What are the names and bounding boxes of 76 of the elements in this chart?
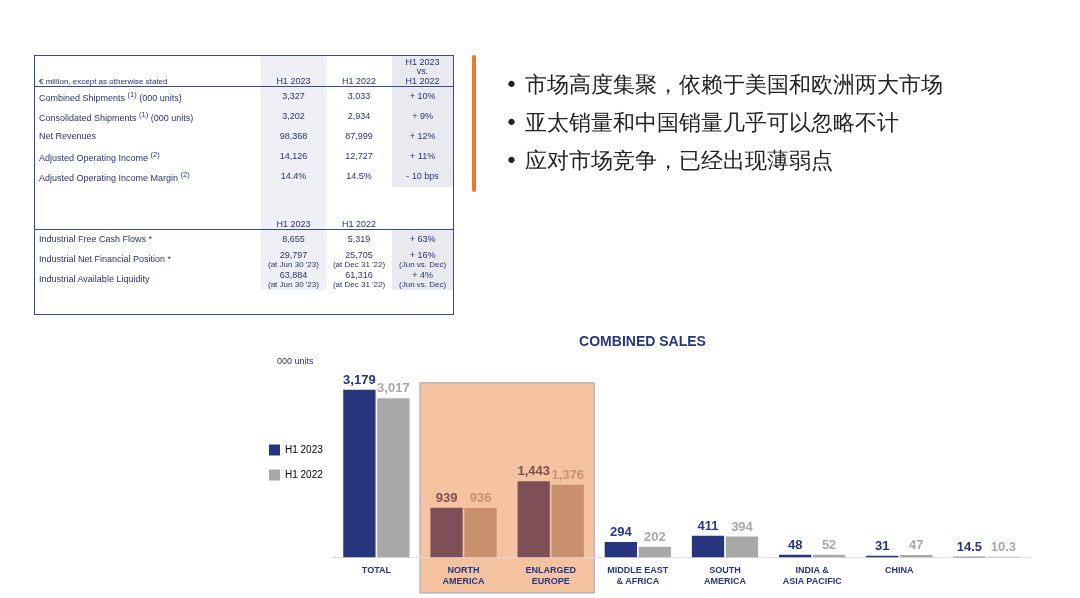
x-tick-label: MIDDLE EAST & AFRICA [607,565,669,587]
chart-title: COMBINED SALES [579,333,706,350]
text: 14.5% [345,170,373,184]
text: 87,999 [344,130,374,144]
data-label: 1,443 [517,463,550,479]
data-label: 47 [909,537,924,552]
data-label: 394 [731,518,754,534]
text: H1 2023 vs. H1 2022 [392,56,453,87]
text: • 应对市场竞争，已经出现薄弱点 [505,147,834,175]
text: Combined Shipments $^{(1)}$ (000 units) [38,88,183,105]
x-tick-label: ENLARGED EUROPE [525,565,577,587]
text: 61,316 (at Dec 31 '22) [331,269,387,290]
legend-label: H1 2023 [285,443,324,455]
bar [725,536,759,558]
text: Industrial Available Liquidity [38,273,151,287]
data-label: 411 [697,517,719,533]
x-tick-label: TOTAL [361,565,392,576]
data-label: 14.5 [956,538,983,554]
text: + 9% [392,107,453,127]
bar [604,541,637,558]
text: • 亚太销量和中国销量几乎可以忽略不计 [505,109,900,137]
text: H1 2023 [261,187,326,230]
text: Adjusted Operating Income Margin $^{(2)}$ [38,168,191,185]
data-label: 31 [875,537,890,553]
bar [464,508,497,558]
text: Adjusted Operating Income $^{(2)}$ [38,148,161,165]
bar [377,398,410,558]
text: 25,705 (at Dec 31 '22) [331,249,387,270]
text: 63,884 (at Jun 30 '23) [261,269,326,290]
data-label: 48 [787,536,803,552]
data-label: 202 [643,528,666,544]
text: 3,327 [261,86,326,107]
text: H1 2022 [325,56,393,87]
text: € million, except as otherwise stated [35,56,261,87]
text: Industrial Net Financial Position * [38,253,173,267]
text: Industrial Free Cash Flows * [38,233,154,247]
text: 14,126 [261,147,326,167]
bar [517,481,550,558]
text: H1 2022 [325,187,393,230]
x-tick-label: SOUTH AMERICA [703,565,747,587]
x-tick-label: NORTH AMERICA [442,565,486,587]
bar [430,507,463,558]
data-label: 939 [435,489,458,505]
legend-label: H1 2022 [285,468,324,480]
text: 5,319 [346,233,372,247]
text: 3,202 [261,107,326,127]
text: H1 2023 [261,56,326,87]
text: • 市场高度集聚，依赖于美国和欧洲两大市场 [505,71,943,99]
data-label: 3,017 [377,380,410,396]
x-tick-label: CHINA [885,565,915,576]
text: + 12% [392,127,453,147]
data-label: 294 [609,523,633,539]
text: + 11% [392,147,453,167]
text: 000 units [277,355,315,366]
text: 14.4% [261,167,326,187]
text: 8,655 [261,229,326,250]
text: + 4% (Jun vs. Dec) [392,269,453,290]
data-label: 3,179 [343,371,376,387]
text: 29,797 (at Jun 30 '23) [261,249,326,270]
data-label: 10.3 [990,538,1017,554]
bar [551,484,584,558]
bar [343,389,376,558]
text: 3,033 [346,90,372,104]
text: 2,934 [346,110,372,124]
text: Consolidated Shipments $^{(1)}$ (000 units) [38,108,195,125]
text: + 16% (Jun vs. Dec) [392,249,453,270]
text: + 10% [392,86,453,107]
bar [638,546,671,558]
data-label: 52 [821,536,837,552]
text: 98,368 [261,127,326,147]
x-tick-label: INDIA & ASIA PACIFIC [782,565,843,587]
text: Net Revenues [38,130,98,144]
bar [691,535,725,558]
text: + 63% [392,229,453,250]
text: 12,727 [344,150,374,164]
text: - 10 bps [392,167,453,187]
